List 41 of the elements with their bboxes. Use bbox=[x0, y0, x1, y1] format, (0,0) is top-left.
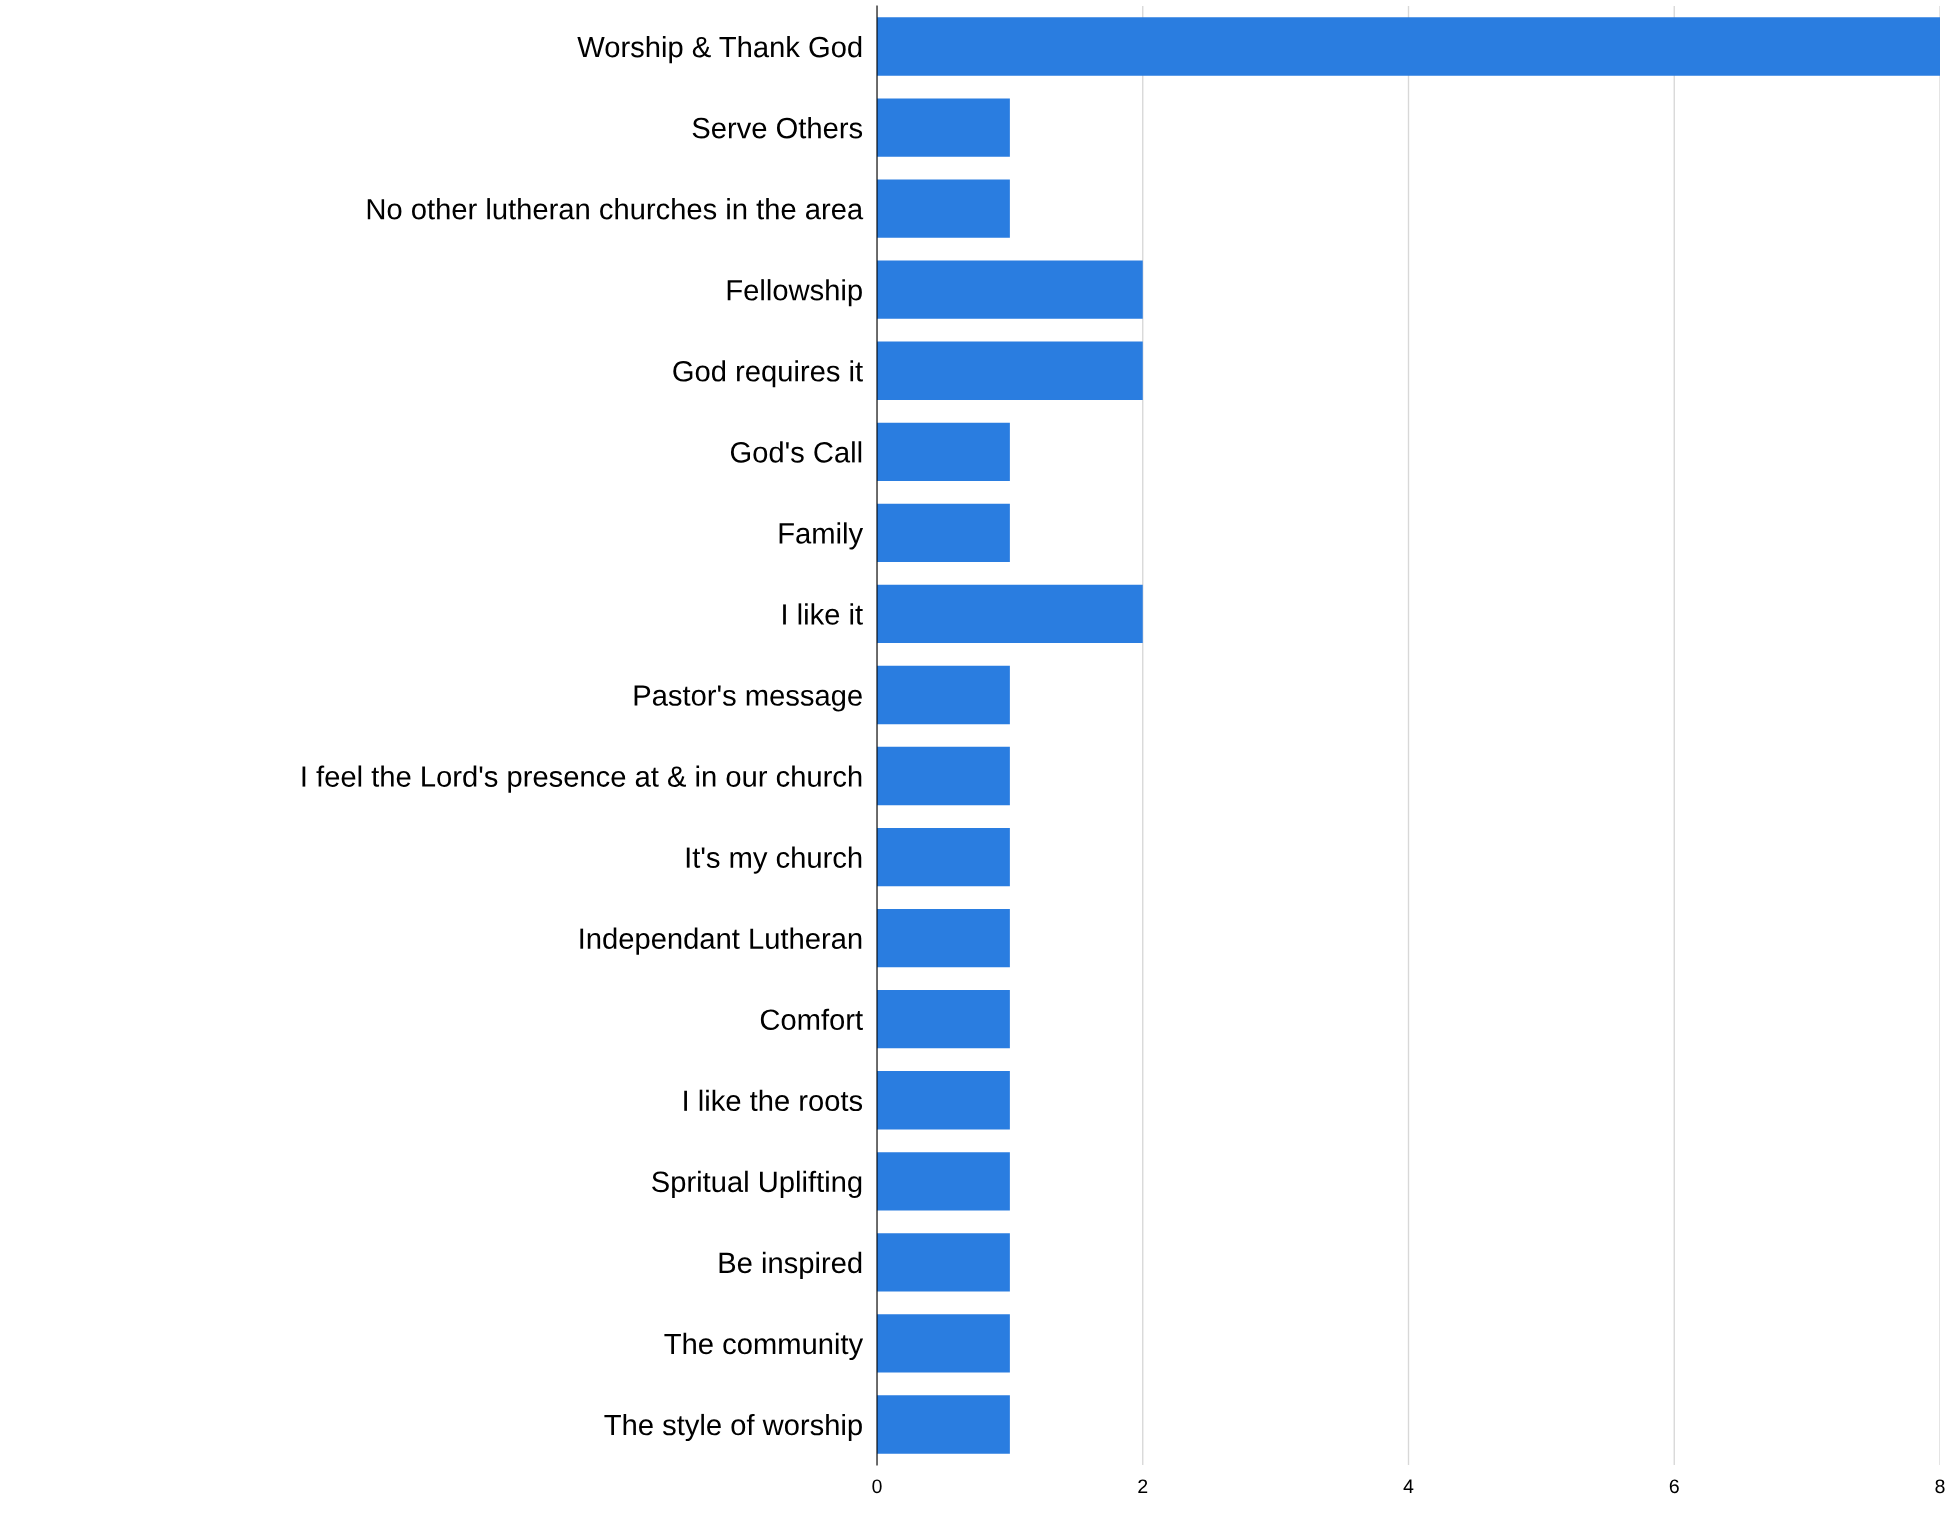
bar bbox=[877, 746, 1010, 806]
x-tick-label: 8 bbox=[1935, 1479, 1945, 1494]
y-tick-label: God requires it bbox=[673, 360, 863, 388]
bar bbox=[877, 1233, 1010, 1292]
bar bbox=[877, 1071, 1010, 1130]
y-tick-label: I like the roots bbox=[684, 1089, 863, 1112]
y-tick-label: Serve Others bbox=[692, 117, 863, 139]
y-tick-label: The community bbox=[664, 1332, 864, 1361]
bar bbox=[877, 665, 1010, 725]
bar bbox=[877, 908, 1010, 968]
y-tick-label: No other lutheran churches in the area bbox=[367, 198, 864, 220]
x-tick-label: 2 bbox=[1138, 1479, 1148, 1493]
bar bbox=[877, 422, 1010, 481]
y-tick-label: It's my church bbox=[686, 846, 862, 874]
y-tick-label: Fellowship bbox=[727, 279, 862, 307]
bar bbox=[877, 1395, 1010, 1454]
bar bbox=[877, 179, 1010, 238]
x-tick-label: 6 bbox=[1669, 1479, 1679, 1494]
y-tick-label: Family bbox=[779, 522, 864, 550]
bar bbox=[877, 990, 1010, 1049]
bar bbox=[877, 260, 1143, 319]
y-tick-label: Spritual Uplifting bbox=[652, 1170, 862, 1198]
y-tick-label: I feel the Lord's presence at & in our church bbox=[302, 765, 862, 793]
bar bbox=[877, 827, 1010, 887]
y-tick-label: God's Call bbox=[730, 441, 862, 463]
bar bbox=[877, 1152, 1010, 1211]
x-tick-label: 4 bbox=[1403, 1479, 1414, 1493]
y-tick-label: The style of worship bbox=[604, 1413, 862, 1442]
bar bbox=[877, 98, 1010, 157]
bar bbox=[877, 584, 1143, 644]
y-tick-label: Worship & Thank God bbox=[577, 35, 862, 64]
y-tick-label: Independant Lutheran bbox=[580, 927, 862, 955]
bar bbox=[877, 1314, 1010, 1373]
x-tick-label: 0 bbox=[872, 1479, 882, 1494]
y-tick-label: Be inspired bbox=[719, 1251, 862, 1279]
y-tick-label: Pastor's message bbox=[634, 685, 862, 712]
bar bbox=[877, 503, 1010, 563]
y-tick-label: Comfort bbox=[760, 1008, 863, 1031]
bar bbox=[877, 341, 1143, 400]
bar bbox=[877, 17, 1940, 76]
y-tick-label: I like it bbox=[783, 603, 863, 625]
